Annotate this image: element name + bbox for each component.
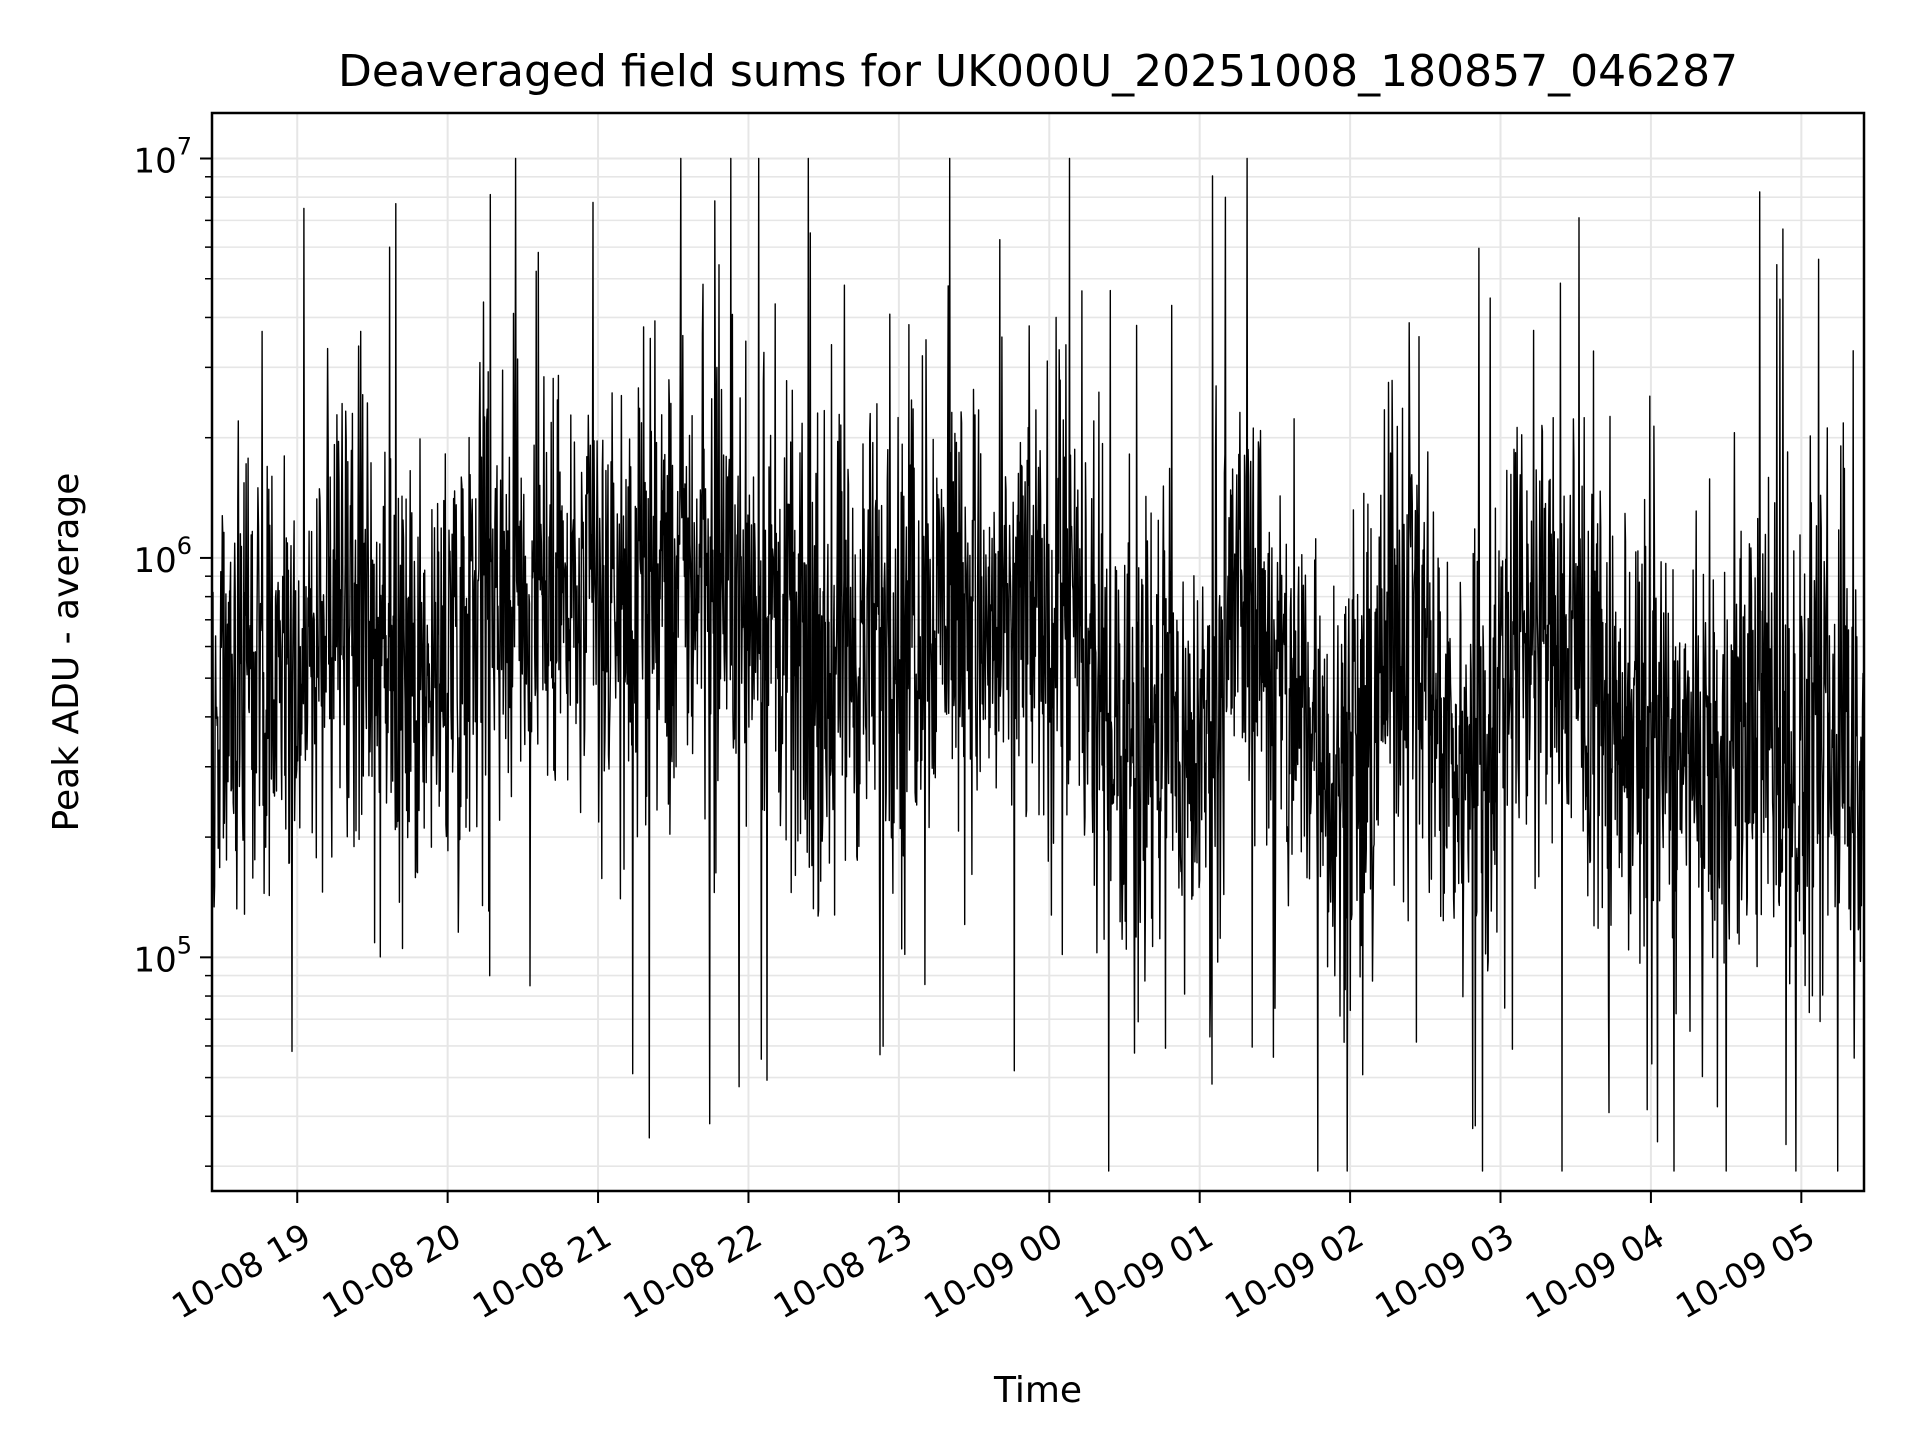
y-tick-label: 106 xyxy=(133,532,192,581)
y-axis: 105 106 107 xyxy=(133,133,212,1167)
y-axis-label: Peak ADU - average xyxy=(46,473,87,832)
x-tick-label: 10-08 21 xyxy=(466,1216,618,1327)
x-tick-label: 10-09 00 xyxy=(917,1216,1069,1327)
series-line xyxy=(211,157,1865,1172)
x-tick-label: 10-08 22 xyxy=(617,1216,769,1327)
x-tick-label: 10-09 04 xyxy=(1519,1216,1671,1327)
x-axis-label: Time xyxy=(993,1370,1082,1411)
x-tick-label: 10-08 20 xyxy=(316,1216,468,1327)
y-tick-label: 107 xyxy=(133,133,192,182)
chart-title: Deaveraged field sums for UK000U_2025100… xyxy=(338,46,1738,97)
y-tick-label: 105 xyxy=(133,931,192,980)
x-tick-label: 10-08 23 xyxy=(767,1216,919,1327)
x-tick-label: 10-09 02 xyxy=(1218,1216,1370,1327)
x-tick-label: 10-09 03 xyxy=(1369,1216,1521,1327)
plot-frame xyxy=(210,111,1866,1193)
x-tick-label: 10-08 19 xyxy=(165,1216,317,1327)
x-tick-label: 10-09 01 xyxy=(1068,1216,1220,1327)
x-tick-label: 10-09 05 xyxy=(1669,1216,1821,1327)
